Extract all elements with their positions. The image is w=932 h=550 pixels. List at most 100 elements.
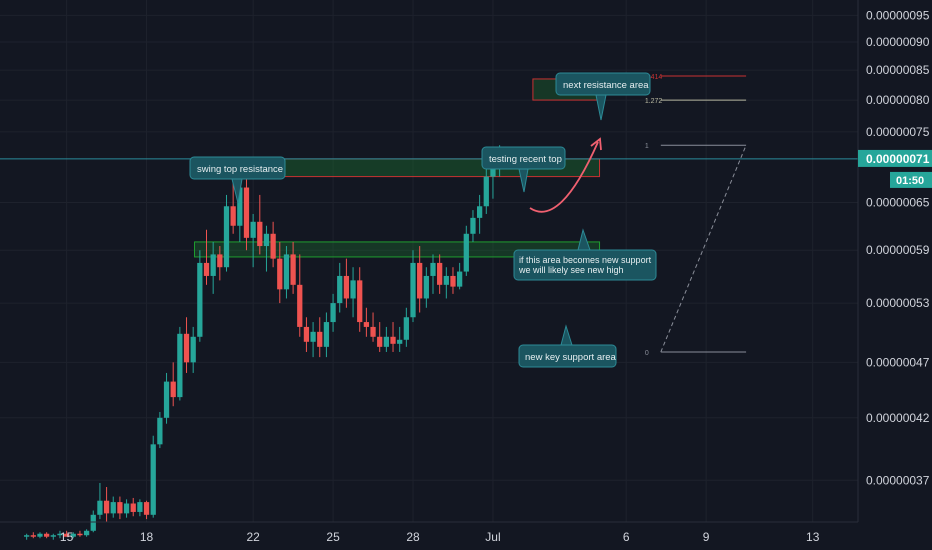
candle (90, 510, 96, 533)
time-tick-label: Jul (485, 530, 500, 544)
candle-body (63, 533, 70, 537)
candle-body (163, 381, 170, 418)
candle-body (337, 275, 343, 304)
candle (450, 267, 456, 294)
callout-testing-recent-top[interactable]: testing recent top (481, 146, 566, 193)
price-tick-label: 0.00000075 (866, 125, 930, 139)
candle-body (117, 502, 123, 514)
candle (476, 194, 483, 234)
candle-body (203, 262, 210, 276)
price-tick-label: 0.00000042 (866, 411, 930, 425)
candle-body (190, 336, 196, 363)
candle-body (397, 339, 403, 344)
candle-body (223, 206, 230, 268)
candle (370, 312, 376, 342)
projection-arrowhead (590, 137, 602, 151)
candle (430, 254, 436, 294)
candle-body (90, 514, 96, 531)
candle-body (443, 275, 449, 285)
candle (24, 533, 30, 540)
candle (57, 530, 63, 539)
candle (50, 533, 56, 540)
candle (117, 496, 123, 520)
candle-body (283, 254, 290, 290)
candle-body (57, 533, 63, 536)
fibonacci-extension[interactable]: 1.414 1.272 1 0 (645, 74, 747, 357)
candle-body (157, 417, 163, 445)
candle-body (257, 221, 263, 247)
candle (443, 267, 449, 299)
candle-body (150, 444, 156, 515)
candle-body (263, 233, 270, 247)
grid (0, 0, 858, 522)
candle (410, 250, 416, 323)
time-tick-label: 28 (406, 530, 420, 544)
candle (330, 293, 336, 332)
callout-next-resistance-area[interactable]: next resistance area (555, 72, 651, 121)
candle (470, 210, 476, 242)
candle (283, 246, 290, 299)
price-tick-label: 0.00000090 (866, 35, 930, 49)
candle-body (343, 275, 350, 299)
candle (457, 262, 463, 290)
candle (337, 262, 343, 313)
candle (130, 497, 136, 517)
projection-arrow[interactable] (529, 141, 599, 213)
candle (190, 326, 196, 373)
candle (83, 529, 90, 537)
fib-trend-line (660, 145, 747, 353)
callout-new-support[interactable]: if this area becomes new support we will… (513, 228, 657, 281)
time-tick-label: 15 (60, 530, 74, 544)
candle-body (377, 336, 383, 347)
candle (363, 307, 370, 337)
callout-new-key-support[interactable]: new key support area (518, 324, 617, 368)
candle (310, 322, 316, 358)
candle (277, 241, 283, 304)
candle-body (297, 284, 303, 327)
candle-body (476, 206, 483, 218)
callout-pointer (518, 168, 529, 193)
candle-body (450, 275, 456, 287)
candle-body (197, 262, 203, 337)
candle (397, 326, 403, 352)
candle-body (330, 303, 336, 323)
candle (63, 530, 70, 537)
candle-body (410, 262, 416, 318)
fib-level-label: 1 (645, 143, 649, 150)
candle (70, 532, 76, 539)
fib-level-label: 0 (645, 350, 649, 357)
candle (223, 194, 230, 272)
candle-body (390, 336, 396, 344)
candle-body (383, 336, 389, 347)
candle-body (470, 217, 476, 234)
callout-swing-top-resistance[interactable]: swing top resistance (189, 156, 286, 204)
candle (197, 250, 203, 342)
time-tick-label: 13 (806, 530, 820, 544)
candle (203, 229, 210, 285)
candle (103, 487, 110, 522)
price-tick-label: 0.00000047 (866, 355, 930, 369)
fib-level-label: 1.414 (645, 74, 663, 81)
candle (163, 372, 170, 424)
time-tick-label: 18 (140, 530, 154, 544)
price-tick-label: 0.00000095 (866, 8, 930, 22)
drawings-layer (529, 137, 602, 213)
candle-body (243, 187, 250, 238)
price-axis[interactable]: 0.00000095 0.00000090 0.00000085 0.00000080… (866, 8, 930, 487)
candle (150, 435, 156, 518)
candle (437, 254, 443, 294)
candle (250, 213, 256, 268)
key-support-zone[interactable] (194, 241, 601, 258)
current-price-value: 0.00000071 (866, 152, 930, 166)
candle (463, 225, 469, 276)
candle (390, 322, 396, 352)
candle (303, 317, 310, 352)
time-axis[interactable]: 15 18 22 25 28 Jul 6 9 13 (60, 530, 820, 544)
candle-body (310, 331, 316, 342)
candle-body (123, 503, 130, 514)
candle-body (483, 176, 489, 207)
candle-body (210, 254, 216, 276)
candle-body (110, 502, 116, 514)
candle (157, 411, 163, 449)
